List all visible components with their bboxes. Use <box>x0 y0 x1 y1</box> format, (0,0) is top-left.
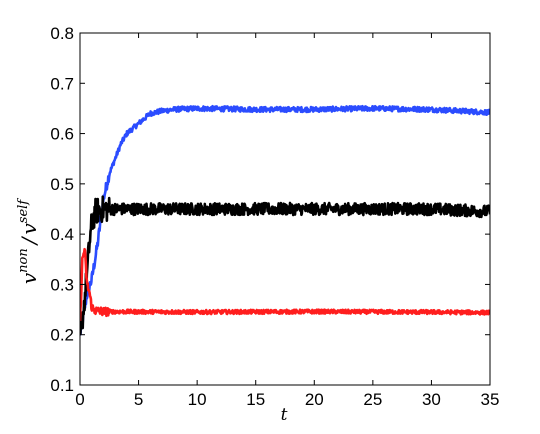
y-tick-label: 0.5 <box>50 175 74 194</box>
y-tick-label: 0.8 <box>50 24 74 43</box>
y-tick-label: 0.4 <box>50 225 74 244</box>
x-tick-label: 15 <box>246 390 265 409</box>
y-axis-label-slash: / <box>17 235 41 246</box>
x-tick-label: 0 <box>75 390 84 409</box>
series-layer <box>80 104 490 336</box>
x-tick-label: 30 <box>422 390 441 409</box>
x-tick-label: 25 <box>363 390 382 409</box>
x-tick-label: 35 <box>481 390 500 409</box>
y-axis-label-sup2: self <box>16 198 31 224</box>
y-tick-label: 0.6 <box>50 125 74 144</box>
series-line-3 <box>80 247 490 321</box>
y-axis-label-v2: v <box>17 223 41 235</box>
y-tick-label: 0.7 <box>50 74 74 93</box>
x-tick-label: 5 <box>134 390 143 409</box>
y-axis-label: vnon/vself <box>16 198 41 284</box>
x-tick-label: 20 <box>305 390 324 409</box>
series-line-1 <box>80 104 490 336</box>
y-tick-label: 0.3 <box>50 275 74 294</box>
axes-layer: 0 5 10 15 20 25 30 35 0.1 0.2 0.3 0.4 0.5 0.6 0.7 0.8 <box>50 24 499 409</box>
y-tick-label: 0.2 <box>50 326 74 345</box>
y-axis-label-v1: v <box>17 272 41 284</box>
x-tick-label: 10 <box>188 390 207 409</box>
series-line-2 <box>80 195 490 335</box>
svg-text:vnon/vself: vnon/vself <box>16 198 41 284</box>
y-tick-label: 0.1 <box>50 376 74 395</box>
y-axis-label-sup1: non <box>16 248 31 273</box>
axes-frame <box>79 32 491 386</box>
x-axis-label: t <box>281 405 288 425</box>
